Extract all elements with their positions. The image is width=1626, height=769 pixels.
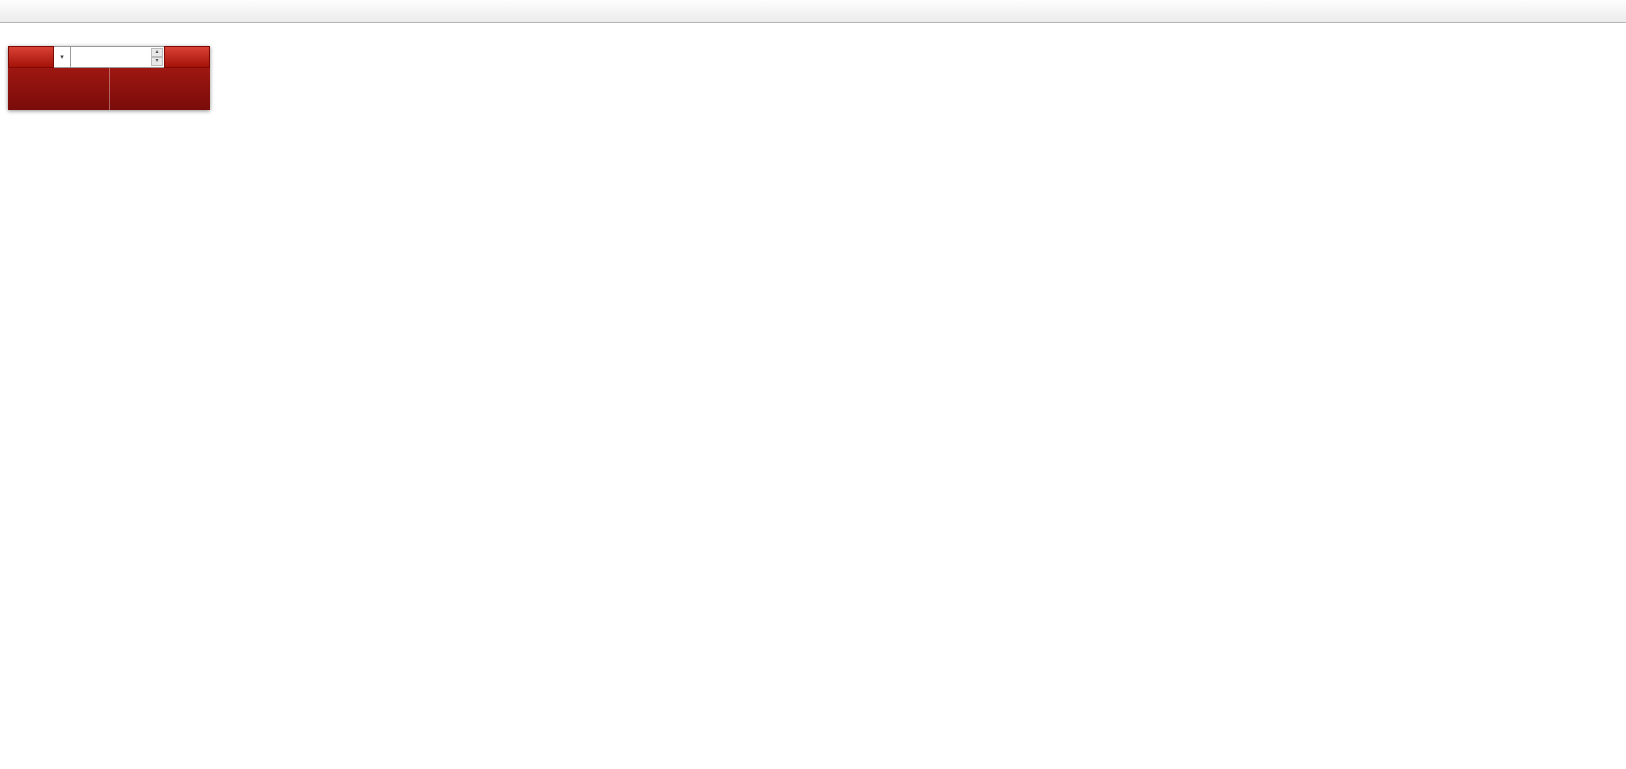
sell-price[interactable] — [8, 68, 109, 110]
buy-button[interactable] — [164, 46, 210, 68]
volume-decrease-button[interactable]: ▾ — [151, 57, 163, 66]
toolbar — [0, 0, 1626, 23]
volume-stepper: ▴ ▾ — [151, 48, 163, 66]
buy-price[interactable] — [108, 68, 211, 110]
price-chart-canvas[interactable] — [0, 24, 1626, 769]
one-click-trading-panel: ▾ ▴ ▾ — [8, 46, 210, 110]
symbol-ohlc-line — [6, 28, 9, 39]
sell-button[interactable] — [8, 46, 54, 68]
volume-field[interactable]: ▴ ▾ — [71, 46, 164, 68]
chevron-down-icon: ▾ — [60, 54, 64, 61]
order-type-dropdown[interactable]: ▾ — [54, 46, 71, 68]
volume-increase-button[interactable]: ▴ — [151, 48, 163, 57]
chart-window[interactable]: ▾ ▴ ▾ — [0, 24, 1626, 769]
